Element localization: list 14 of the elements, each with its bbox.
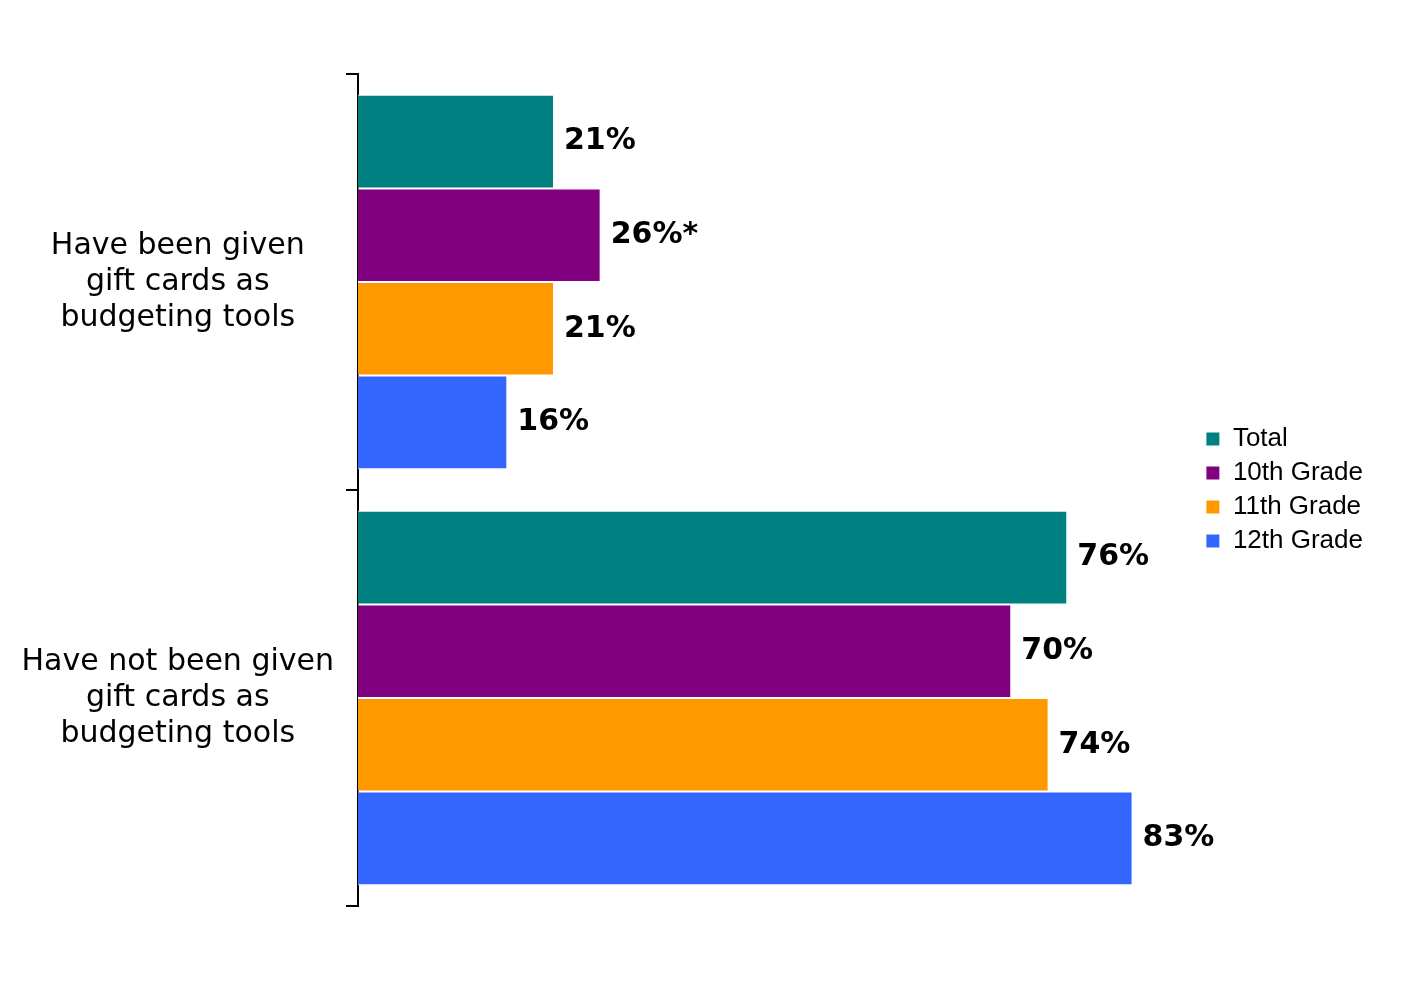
legend-label: Total xyxy=(1232,422,1288,453)
data-label: 83% xyxy=(1142,818,1215,854)
y-tick-label: Have been given gift cards as budgeting tools xyxy=(50,225,305,333)
data-label: 76% xyxy=(1077,537,1150,573)
data-label: 21% xyxy=(563,308,636,344)
legend-label: 11th Grade xyxy=(1232,490,1362,521)
legend-label: 10th Grade xyxy=(1232,456,1363,487)
data-label: 21% xyxy=(563,121,636,157)
data-label: 70% xyxy=(1021,631,1094,666)
data-label: 26%* xyxy=(610,215,699,250)
y-tick-label: Have not been given gift cards as budgeting tools xyxy=(21,641,334,749)
legend-label: 12th Grade xyxy=(1232,524,1363,555)
data-label: 74% xyxy=(1058,724,1131,760)
data-label: 16% xyxy=(517,402,590,438)
